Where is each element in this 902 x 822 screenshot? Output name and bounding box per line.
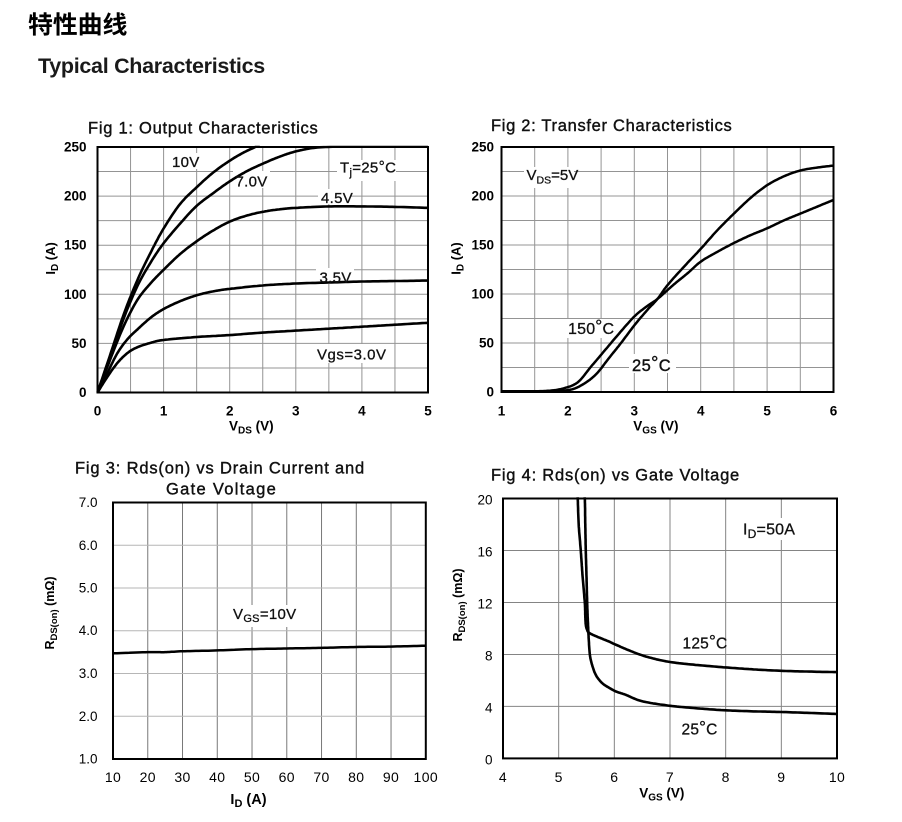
svg-text:125°C: 125°C [683,632,728,653]
svg-text:10: 10 [105,769,121,785]
svg-text:0: 0 [94,404,102,419]
svg-text:150: 150 [471,238,494,253]
svg-text:2: 2 [226,404,234,419]
svg-text:7: 7 [666,769,674,785]
svg-text:4: 4 [697,404,705,419]
svg-text:70: 70 [313,769,329,785]
svg-text:2.0: 2.0 [79,709,98,724]
svg-text:3.5V: 3.5V [320,270,352,287]
svg-text:100: 100 [414,769,439,785]
svg-text:30: 30 [174,769,190,785]
svg-text:8: 8 [485,648,493,663]
svg-text:50: 50 [71,336,86,351]
svg-text:Fig 2: Transfer Characteristic: Fig 2: Transfer Characteristics [491,117,732,135]
svg-text:7.0V: 7.0V [236,174,268,191]
svg-text:3: 3 [631,404,639,419]
svg-text:60: 60 [279,769,295,785]
svg-text:VDS=5V: VDS=5V [527,167,579,187]
svg-text:12: 12 [477,597,492,612]
svg-text:200: 200 [471,189,494,204]
svg-text:250: 250 [471,140,494,155]
svg-text:5: 5 [424,404,432,419]
svg-text:100: 100 [64,287,87,302]
svg-text:VGS=10V: VGS=10V [233,606,296,625]
svg-text:Typical Characteristics: Typical Characteristics [38,54,265,78]
svg-text:0: 0 [79,385,87,400]
svg-text:1: 1 [160,404,168,419]
svg-text:200: 200 [64,189,87,204]
svg-text:4.0: 4.0 [79,623,98,638]
svg-text:80: 80 [348,769,364,785]
svg-text:40: 40 [209,769,225,785]
svg-text:4: 4 [358,404,366,419]
svg-text:4: 4 [485,700,493,715]
svg-text:100: 100 [471,287,494,302]
svg-text:90: 90 [383,769,399,785]
svg-text:10V: 10V [172,154,200,171]
svg-text:250: 250 [64,140,87,155]
svg-text:6.0: 6.0 [79,538,98,553]
svg-text:2: 2 [564,404,572,419]
svg-text:4: 4 [499,769,507,785]
svg-text:Fig 3: Rds(on) vs Drain Curren: Fig 3: Rds(on) vs Drain Current and [75,460,365,478]
svg-text:6: 6 [830,404,838,419]
svg-text:Vgs=3.0V: Vgs=3.0V [317,347,386,364]
svg-text:0: 0 [485,752,493,767]
svg-text:5: 5 [555,769,563,785]
svg-text:10: 10 [829,769,845,785]
svg-text:20: 20 [477,493,492,508]
svg-text:20: 20 [140,769,156,785]
svg-text:ID (A): ID (A) [230,792,266,810]
svg-text:1.0: 1.0 [79,752,98,767]
svg-text:50: 50 [479,336,494,351]
svg-text:Fig 1: Output Characteristics: Fig 1: Output Characteristics [88,120,319,138]
svg-text:6: 6 [610,769,618,785]
svg-text:25°C: 25°C [682,718,718,739]
svg-text:5: 5 [763,404,771,419]
svg-text:Tj=25°C: Tj=25°C [340,158,396,179]
svg-text:150°C: 150°C [568,316,614,338]
svg-text:5.0: 5.0 [79,581,98,596]
svg-text:Gate Voltage: Gate Voltage [166,481,277,499]
svg-text:7.0: 7.0 [79,495,98,510]
svg-text:4.5V: 4.5V [321,190,353,207]
svg-text:25°C: 25°C [632,353,671,375]
svg-text:0: 0 [486,385,494,400]
svg-text:3.0: 3.0 [79,666,98,681]
svg-text:Fig 4: Rds(on) vs Gate Voltage: Fig 4: Rds(on) vs Gate Voltage [491,467,740,485]
svg-text:9: 9 [777,769,785,785]
svg-text:50: 50 [244,769,260,785]
svg-text:1: 1 [498,404,506,419]
svg-text:8: 8 [722,769,730,785]
svg-text:150: 150 [64,238,87,253]
svg-text:ID=50A: ID=50A [743,522,795,542]
svg-text:16: 16 [477,545,492,560]
svg-text:3: 3 [292,404,300,419]
